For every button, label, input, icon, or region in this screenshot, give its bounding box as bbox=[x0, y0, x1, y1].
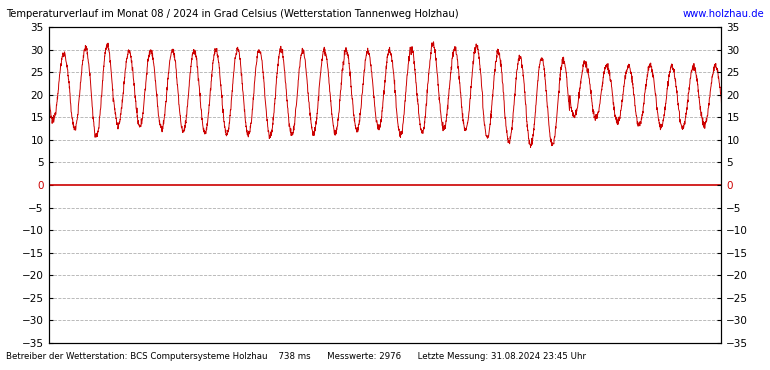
Text: www.holzhau.de: www.holzhau.de bbox=[682, 9, 764, 18]
Text: Temperaturverlauf im Monat 08 / 2024 in Grad Celsius (Wetterstation Tannenweg Ho: Temperaturverlauf im Monat 08 / 2024 in … bbox=[6, 9, 459, 18]
Text: Betreiber der Wetterstation: BCS Computersysteme Holzhau    738 ms      Messwert: Betreiber der Wetterstation: BCS Compute… bbox=[6, 352, 586, 361]
